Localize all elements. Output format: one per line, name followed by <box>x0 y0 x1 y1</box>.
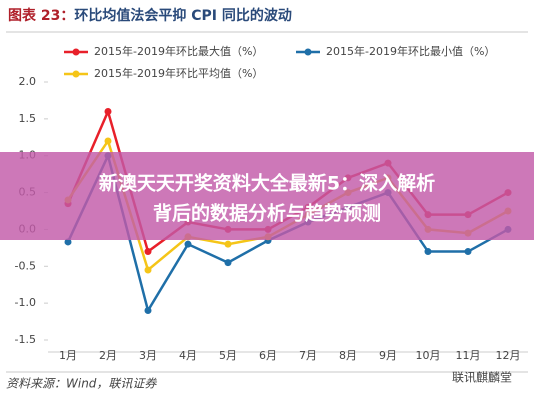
legend-label: 2015年-2019年环比最小值（%） <box>326 44 495 58</box>
chart-title: 图表 23：环比均值法会平抑 CPI 同比的波动 <box>8 7 292 24</box>
point <box>184 240 192 248</box>
point <box>104 107 112 115</box>
title-text: 环比均值法会平抑 CPI 同比的波动 <box>74 7 292 24</box>
source-note: 资料来源：Wind，联讯证券 <box>6 377 157 391</box>
x-tick-label: 4月 <box>179 349 197 362</box>
legend-marker <box>72 70 80 78</box>
overlay-banner <box>0 152 534 240</box>
watermark: 联讯麒麟堂 <box>452 370 512 385</box>
point <box>144 307 152 315</box>
title-label: 图表 23： <box>8 7 74 24</box>
overlay-text: 背后的数据分析与趋势预测 <box>153 202 381 225</box>
y-tick-label: 2.0 <box>19 75 37 88</box>
point <box>144 248 152 256</box>
point <box>144 266 152 274</box>
x-tick-label: 8月 <box>339 349 357 362</box>
point <box>224 240 232 248</box>
x-tick-label: 3月 <box>139 349 157 362</box>
x-tick-label: 1月 <box>59 349 77 362</box>
x-tick-label: 11月 <box>456 349 481 362</box>
overlay-text: 新澳天天开奖资料大全最新5：深入解析 <box>99 172 435 195</box>
y-tick-label: -1.5 <box>15 333 36 346</box>
legend-label: 2015年-2019年环比平均值（%） <box>94 66 263 80</box>
point <box>424 248 432 256</box>
y-tick-label: -1.0 <box>15 296 36 309</box>
x-tick-label: 5月 <box>219 349 237 362</box>
point <box>104 137 112 145</box>
x-tick-label: 12月 <box>496 349 521 362</box>
point <box>464 248 472 256</box>
x-tick-label: 9月 <box>379 349 397 362</box>
y-tick-label: -0.5 <box>15 259 36 272</box>
x-tick-label: 10月 <box>416 349 441 362</box>
x-tick-label: 2月 <box>99 349 117 362</box>
point <box>64 238 72 246</box>
legend-marker <box>72 48 80 56</box>
x-tick-label: 6月 <box>259 349 277 362</box>
y-tick-label: 1.5 <box>19 112 37 125</box>
point <box>224 259 232 267</box>
x-tick-label: 7月 <box>299 349 317 362</box>
legend-label: 2015年-2019年环比最大值（%） <box>94 44 263 58</box>
legend-marker <box>304 48 312 56</box>
